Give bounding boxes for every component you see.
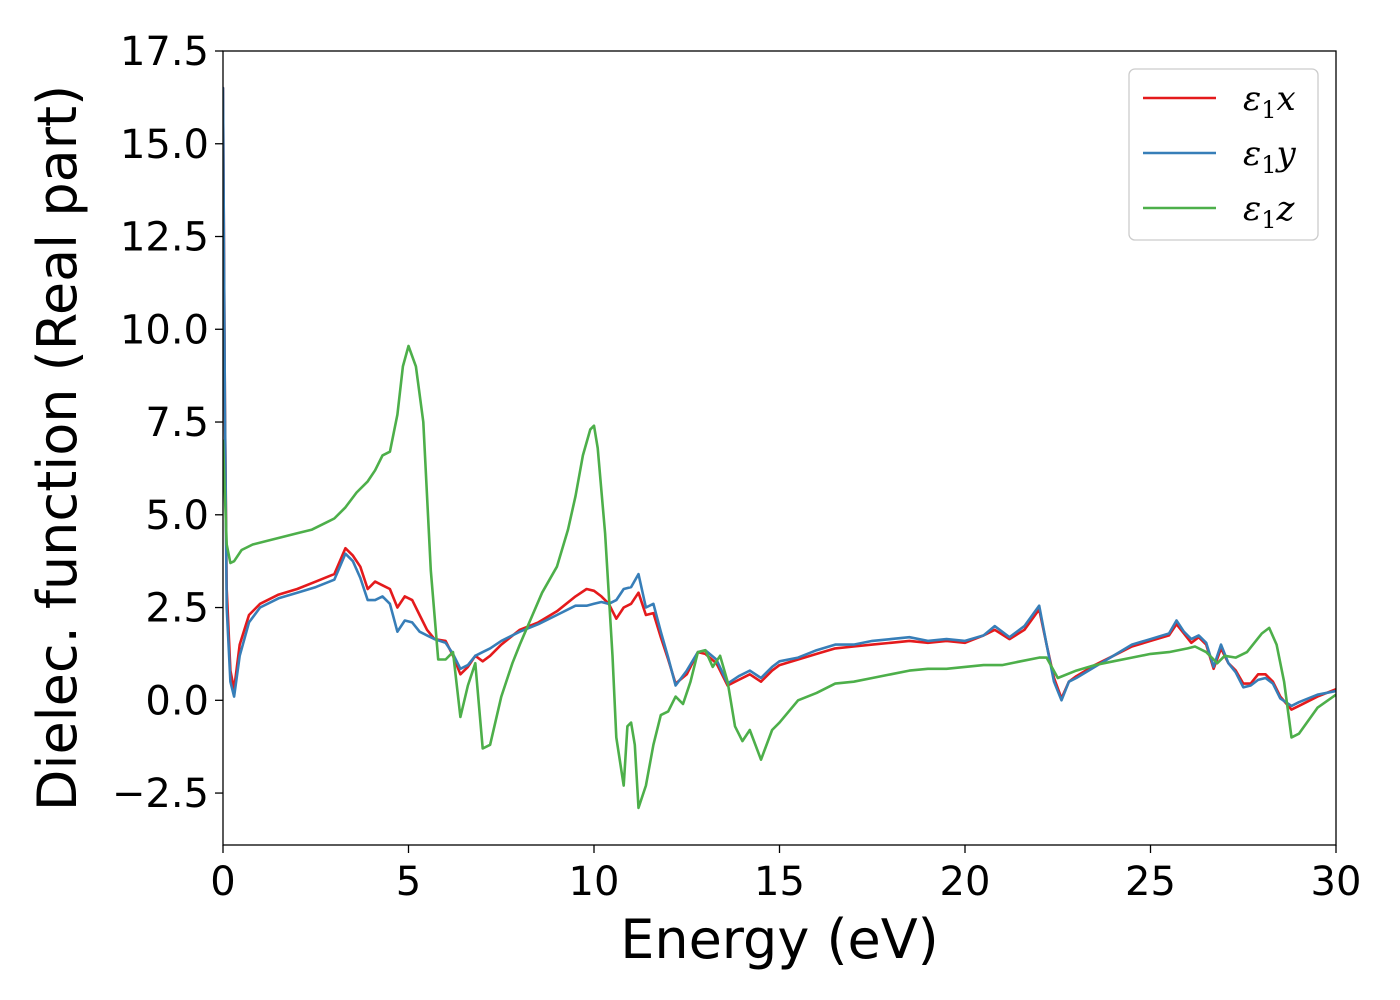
- x-tick-label: 15: [754, 859, 805, 905]
- y-tick-label: 7.5: [145, 400, 209, 446]
- y-tick-label: 15.0: [120, 122, 209, 168]
- y-tick-label: 0.0: [145, 678, 209, 724]
- x-tick-label: 25: [1125, 859, 1176, 905]
- y-tick-label: 10.0: [120, 307, 209, 353]
- y-tick-label: −2.5: [112, 771, 209, 817]
- series-line-z: [223, 344, 1336, 810]
- x-tick-label: 30: [1311, 859, 1362, 905]
- y-tick-label: 17.5: [120, 29, 209, 75]
- y-axis-ticks: −2.5 0.0 2.5 5.0 7.5 10.0 12.5 15.0 17.5: [112, 29, 223, 817]
- y-tick-label: 5.0: [145, 493, 209, 539]
- x-axis-ticks: 0 5 10 15 20 25 30: [210, 845, 1361, 905]
- x-tick-label: 5: [396, 859, 421, 905]
- y-tick-label: 12.5: [120, 215, 209, 261]
- legend-label-x: ε1x: [1243, 79, 1296, 124]
- legend: ε1x ε1y ε1z: [1128, 68, 1319, 241]
- x-tick-label: 10: [569, 859, 620, 905]
- legend-label-z: ε1z: [1243, 189, 1296, 234]
- y-axis-label: Dielec. function (Real part): [26, 85, 89, 811]
- x-axis-label: Energy (eV): [620, 908, 939, 971]
- y-tick-label: 2.5: [145, 586, 209, 632]
- legend-label-y: ε1y: [1243, 134, 1297, 179]
- x-tick-label: 0: [210, 859, 235, 905]
- series-lines: [223, 86, 1336, 810]
- legend-box: [1128, 68, 1319, 241]
- x-tick-label: 20: [940, 859, 991, 905]
